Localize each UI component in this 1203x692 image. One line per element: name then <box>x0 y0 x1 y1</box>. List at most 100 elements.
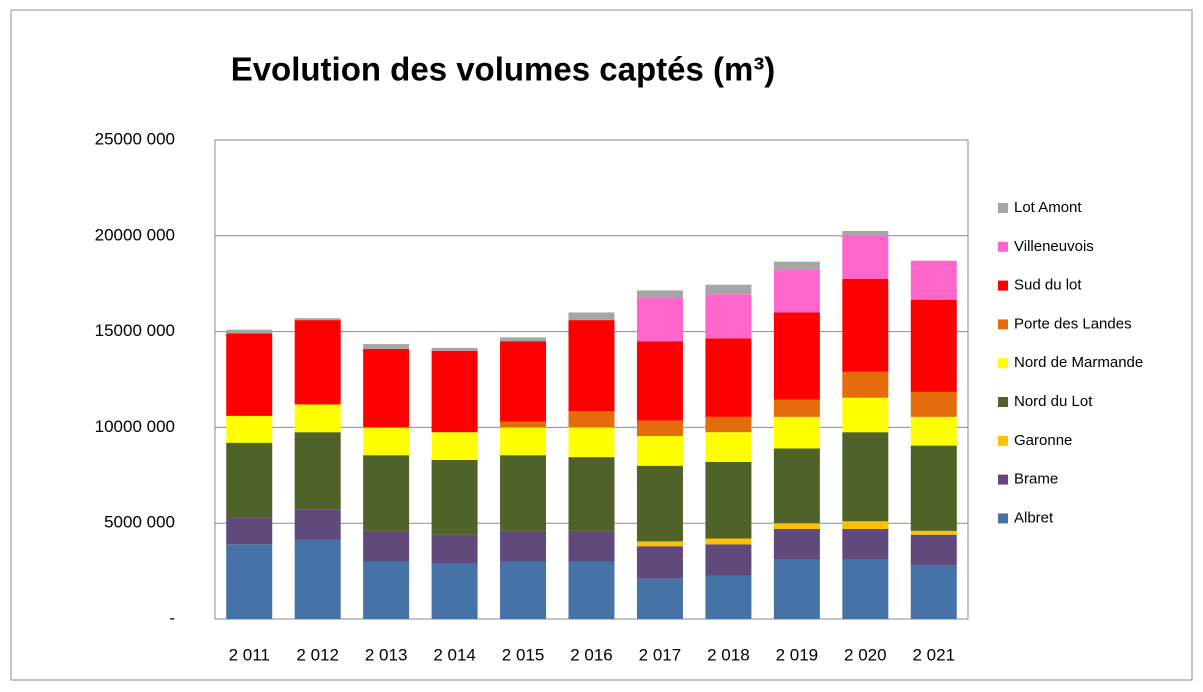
bar-segment <box>705 538 752 545</box>
legend-swatch <box>998 397 1008 407</box>
bar-segment <box>294 509 341 540</box>
bar-segment <box>910 299 957 392</box>
bar-segment <box>226 415 273 443</box>
bar-segment <box>431 459 478 535</box>
x-tick-label: 2 016 <box>570 645 613 664</box>
bar-segment <box>500 455 547 531</box>
bar-segment <box>294 432 341 510</box>
x-tick-label: 2 018 <box>707 645 750 664</box>
bar-segment <box>705 294 752 339</box>
y-tick-label: - <box>169 608 175 627</box>
bar-segment <box>910 416 957 446</box>
y-tick-label: 5000 000 <box>104 513 175 532</box>
bar-segment <box>773 448 820 524</box>
bar-segment <box>842 371 889 398</box>
bar-segment <box>636 290 683 299</box>
bar-segment <box>500 530 547 562</box>
bar-segment <box>431 350 478 433</box>
bar-segment <box>294 318 341 321</box>
legend-label: Garonne <box>1014 432 1072 449</box>
bar-segment <box>500 421 547 428</box>
bar-segment <box>705 544 752 576</box>
bar-segment <box>568 411 615 428</box>
bar-segment <box>568 427 615 458</box>
bar-segment <box>500 341 547 422</box>
bar-segment <box>705 461 752 539</box>
bar-segment <box>226 544 273 619</box>
legend-label: Sud du lot <box>1014 277 1082 294</box>
bar-segment <box>294 404 341 433</box>
x-tick-label: 2 012 <box>296 645 339 664</box>
x-tick-label: 2 011 <box>229 645 270 664</box>
x-tick-label: 2 017 <box>639 645 682 664</box>
bar-segment <box>910 534 957 566</box>
legend-label: Lot Amont <box>1014 199 1082 216</box>
bar-segment <box>568 457 615 531</box>
x-tick-label: 2 013 <box>365 645 408 664</box>
bar-segment <box>568 312 615 321</box>
bar-segment <box>842 521 889 529</box>
bar-segment <box>842 278 889 372</box>
bar-segment <box>363 348 410 428</box>
bar-segment <box>842 432 889 522</box>
legend-swatch <box>998 319 1008 330</box>
bar-segment <box>636 546 683 579</box>
bar-segment <box>363 344 410 349</box>
bar-segment <box>294 320 341 405</box>
bar-segment <box>773 559 820 619</box>
legend-swatch <box>998 358 1008 369</box>
bar-segment <box>842 235 889 279</box>
bar-segment <box>431 534 478 564</box>
bar-segment <box>636 465 683 542</box>
bar-segment <box>705 432 752 462</box>
bar-segment <box>773 416 820 449</box>
bar-segment <box>636 341 683 421</box>
x-tick-label: 2 014 <box>433 645 476 664</box>
y-tick-label: 20000 000 <box>95 225 175 244</box>
bar-segment <box>773 528 820 560</box>
legend-label: Villeneuvois <box>1014 238 1094 255</box>
bar-segment <box>568 530 615 562</box>
bar-segment <box>773 312 820 400</box>
bar-segment <box>773 261 820 270</box>
bar-segment <box>705 575 752 619</box>
bar-segment <box>636 578 683 619</box>
bar-segment <box>842 397 889 433</box>
legend-label: Nord du Lot <box>1014 393 1093 410</box>
legend-swatch <box>998 203 1008 213</box>
bar-segment <box>226 329 273 334</box>
bar-segment <box>636 298 683 342</box>
bar-segment <box>636 541 683 547</box>
y-tick-label: 25000 000 <box>95 129 175 148</box>
bar-segment <box>226 442 273 518</box>
x-tick-label: 2 019 <box>776 645 819 664</box>
bar-segment <box>773 399 820 417</box>
bar-segment <box>705 284 752 295</box>
legend-swatch <box>998 280 1008 291</box>
bar-segment <box>842 231 889 236</box>
bar-segment <box>226 333 273 416</box>
bar-segment <box>431 563 478 619</box>
bar-segment <box>705 338 752 417</box>
bar-segment <box>773 523 820 529</box>
x-tick-label: 2 020 <box>844 645 887 664</box>
bar-segment <box>363 561 410 619</box>
bar-segment <box>363 455 410 531</box>
legend-swatch <box>998 474 1008 485</box>
bar-segment <box>910 391 957 417</box>
bar-segment <box>705 416 752 433</box>
bar-segment <box>910 445 957 531</box>
legend-label: Nord de Marmande <box>1014 354 1143 371</box>
bar-segment <box>500 561 547 619</box>
bar-segment <box>910 565 957 619</box>
legend-swatch <box>998 435 1008 446</box>
bar-segment <box>773 269 820 313</box>
bar-segment <box>910 530 957 535</box>
y-tick-label: 10000 000 <box>95 417 175 436</box>
bar-segment <box>500 337 547 342</box>
bar-segment <box>910 260 957 300</box>
chart-title: Evolution des volumes captés (m³) <box>231 51 776 88</box>
bar-segment <box>363 530 410 562</box>
bar-segment <box>636 436 683 466</box>
x-tick-label: 2 015 <box>502 645 545 664</box>
